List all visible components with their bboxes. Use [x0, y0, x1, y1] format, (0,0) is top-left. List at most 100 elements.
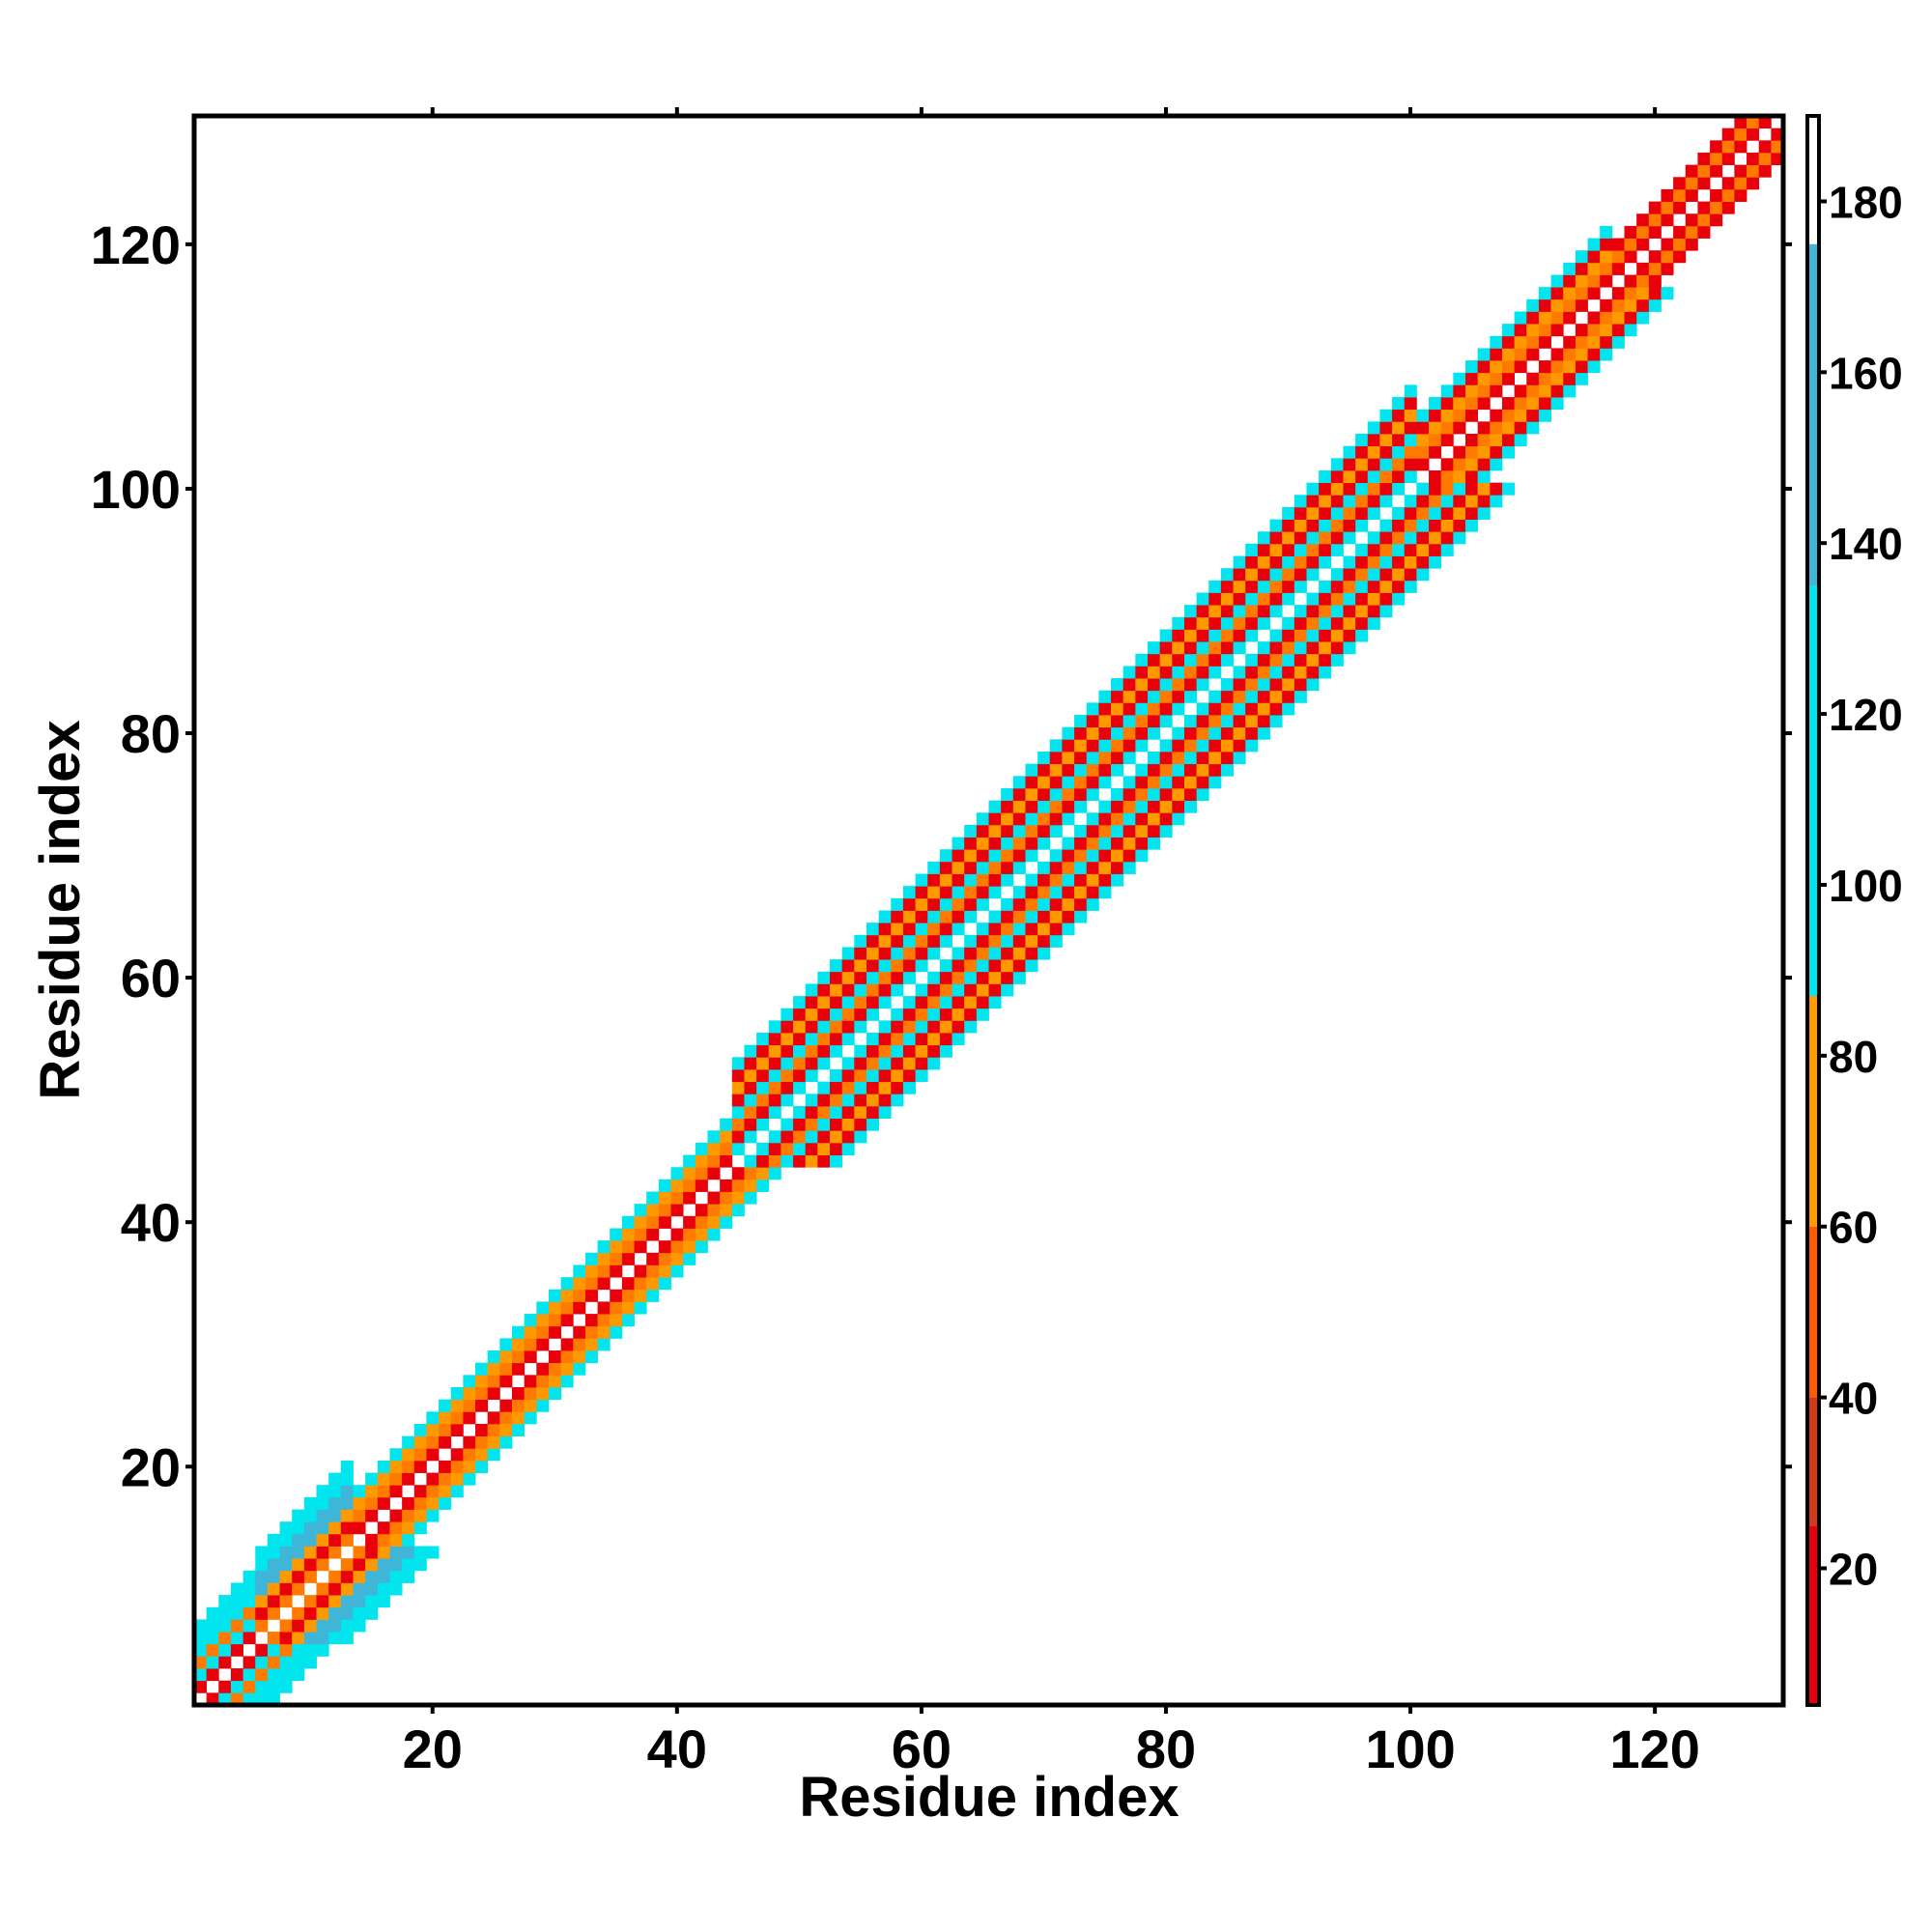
heatmap-cell — [206, 1668, 219, 1682]
heatmap-cell — [1538, 397, 1551, 411]
heatmap-cell — [744, 1118, 757, 1131]
heatmap-cell — [1710, 152, 1723, 166]
heatmap-cell — [499, 1423, 513, 1437]
heatmap-cell — [1440, 434, 1454, 447]
heatmap-cell — [548, 1289, 562, 1302]
heatmap-cell — [1440, 397, 1454, 411]
heatmap-cell — [1208, 776, 1222, 789]
heatmap-cell — [279, 1533, 293, 1547]
heatmap-cell — [1611, 324, 1625, 337]
heatmap-cell — [1012, 934, 1026, 948]
heatmap-cell — [267, 1595, 280, 1608]
heatmap-cell — [303, 1632, 317, 1645]
heatmap-cell — [1122, 726, 1136, 740]
heatmap-cell — [695, 1228, 708, 1241]
heatmap-cell — [781, 1094, 794, 1107]
heatmap-cell — [1355, 592, 1369, 606]
heatmap-cell — [303, 1546, 317, 1559]
heatmap-cell — [878, 1094, 892, 1107]
heatmap-cell — [1319, 629, 1332, 642]
heatmap-cell — [1233, 752, 1246, 765]
heatmap-cell — [1306, 592, 1320, 606]
heatmap-cell — [805, 1130, 818, 1144]
heatmap-cell — [402, 1472, 415, 1486]
heatmap-cell — [1550, 360, 1564, 374]
heatmap-cell — [939, 971, 952, 984]
heatmap-cell — [610, 1228, 623, 1241]
heatmap-cell — [1550, 287, 1564, 300]
heatmap-cell — [1306, 555, 1320, 569]
heatmap-cell — [1172, 690, 1185, 703]
heatmap-cell — [230, 1606, 244, 1620]
heatmap-cell — [1465, 482, 1479, 496]
heatmap-cell — [768, 1167, 781, 1180]
heatmap-cell — [841, 996, 855, 1009]
heatmap-cell — [927, 947, 941, 960]
heatmap-cell — [1563, 384, 1577, 398]
heatmap-cell — [1282, 555, 1295, 569]
heatmap-cell — [1037, 752, 1051, 765]
heatmap-cell — [1196, 678, 1209, 692]
heatmap-cell — [1611, 335, 1625, 349]
heatmap-cell — [878, 959, 892, 973]
heatmap-cell — [1575, 348, 1588, 361]
heatmap-cell — [817, 1118, 831, 1131]
heatmap-cell — [1563, 287, 1577, 300]
heatmap-cell — [1012, 837, 1026, 850]
heatmap-cell — [267, 1558, 280, 1572]
heatmap-cell — [194, 1668, 208, 1682]
heatmap-cell — [475, 1435, 489, 1449]
heatmap-cell — [1501, 397, 1516, 411]
heatmap-cell — [1183, 666, 1198, 679]
heatmap-cell — [1208, 605, 1222, 618]
heatmap-cell — [1379, 434, 1393, 447]
heatmap-cell — [512, 1387, 526, 1401]
heatmap-cell — [841, 971, 855, 984]
heatmap-cell — [255, 1668, 269, 1682]
heatmap-cell — [878, 1033, 892, 1046]
heatmap-cell — [1379, 531, 1393, 545]
heatmap-cell — [1086, 849, 1099, 863]
heatmap-cell — [1538, 372, 1551, 385]
heatmap-cell — [1245, 605, 1259, 618]
heatmap-cell — [512, 1411, 526, 1425]
heatmap-cell — [1148, 787, 1161, 802]
heatmap-cell — [1453, 469, 1466, 484]
heatmap-cell — [634, 1228, 647, 1241]
heatmap-cell — [1575, 287, 1588, 300]
y-axis-title: Residue index — [29, 720, 92, 1099]
heatmap-cell — [1490, 360, 1503, 374]
heatmap-cell — [1526, 298, 1540, 312]
heatmap-cell — [1208, 580, 1222, 593]
heatmap-cell — [1477, 384, 1491, 398]
heatmap-cell — [1074, 726, 1088, 740]
heatmap-cell — [939, 849, 952, 863]
heatmap-cell — [1172, 800, 1185, 813]
heatmap-cell — [1086, 787, 1099, 802]
heatmap-cell — [1122, 849, 1136, 863]
heatmap-cell — [353, 1509, 366, 1522]
heatmap-cell — [1734, 140, 1747, 154]
heatmap-cell — [1049, 861, 1063, 874]
heatmap-cell — [1416, 555, 1430, 569]
heatmap-cell — [463, 1472, 476, 1486]
heatmap-cell — [1074, 763, 1088, 777]
heatmap-cell — [1661, 188, 1674, 202]
heatmap-cell — [536, 1338, 550, 1351]
heatmap-cell — [670, 1204, 684, 1217]
heatmap-cell — [1159, 752, 1173, 765]
heatmap-cell — [1319, 482, 1332, 496]
heatmap-cell — [303, 1606, 317, 1620]
heatmap-cell — [1600, 335, 1613, 349]
heatmap-cell — [915, 897, 928, 911]
heatmap-cell — [365, 1606, 379, 1620]
heatmap-cell — [1429, 495, 1442, 508]
heatmap-cell — [1135, 653, 1149, 667]
heatmap-cell — [1196, 592, 1209, 606]
heatmap-cell — [1282, 531, 1295, 545]
heatmap-cell — [1392, 458, 1406, 471]
heatmap-cell — [1098, 752, 1112, 765]
heatmap-cell — [1490, 458, 1503, 471]
heatmap-cell — [1086, 776, 1099, 789]
